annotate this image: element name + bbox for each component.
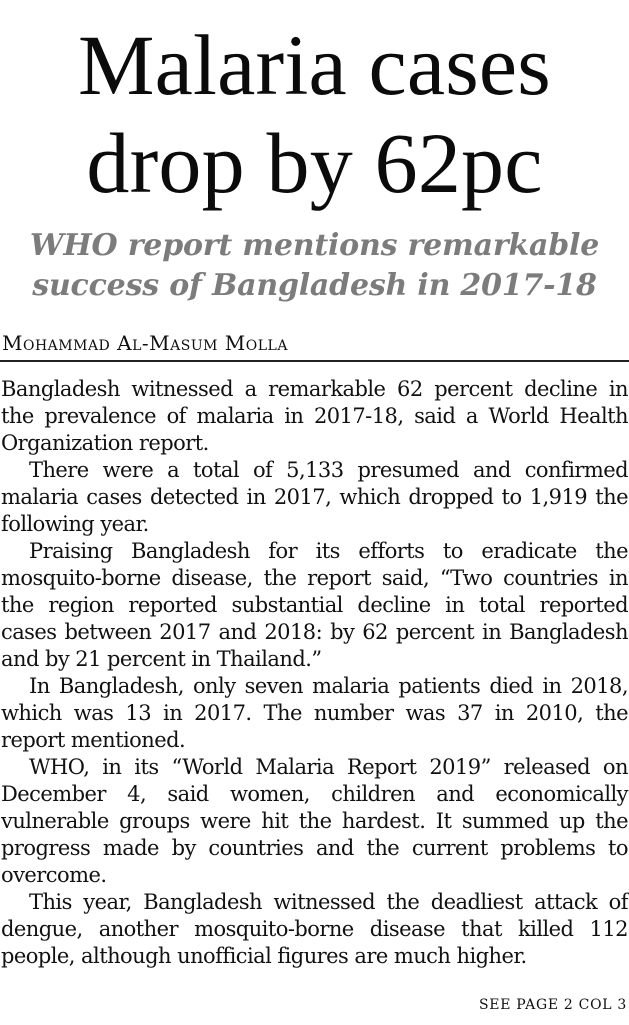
paragraph-3: Praising Bangladesh for its efforts to e… — [1, 539, 629, 671]
byline: Mohammad Al-Masum Molla — [2, 331, 288, 355]
paragraph-5: WHO, in its “World Malaria Report 2019” … — [1, 755, 629, 887]
continuation-note: SEE PAGE 2 COL 3 — [479, 997, 627, 1013]
paragraph-4: In Bangladesh, only seven malaria patien… — [1, 674, 629, 752]
article-body: Bangladesh witnessed a remarkable 62 per… — [1, 376, 629, 970]
byline-divider — [0, 360, 629, 362]
subheadline: WHO report mentions remarkable success o… — [29, 228, 600, 303]
headline: Malaria cases drop by 62pc — [78, 17, 551, 211]
paragraph-6: This year, Bangladesh witnessed the dead… — [1, 890, 629, 968]
paragraph-2: There were a total of 5,133 presumed and… — [1, 458, 629, 536]
paragraph-1: Bangladesh witnessed a remarkable 62 per… — [1, 377, 629, 455]
